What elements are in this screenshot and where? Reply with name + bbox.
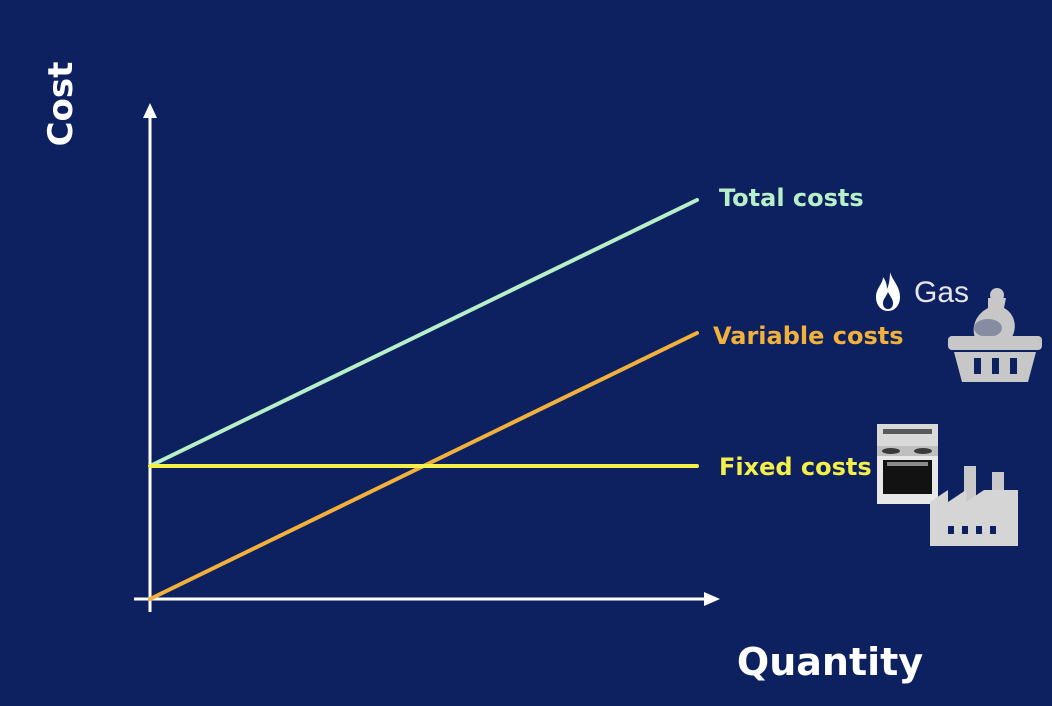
factory-icon — [930, 466, 1018, 546]
flame-icon — [876, 272, 900, 311]
y-axis-title: Cost — [41, 62, 81, 147]
total-costs-line — [148, 198, 699, 468]
stove-icon — [877, 424, 938, 504]
gas-icon-group: Gas — [876, 272, 969, 311]
fixed-costs-label: Fixed costs — [719, 453, 872, 481]
series-labels: Total costs Variable costs Fixed costs — [713, 184, 904, 481]
axes — [134, 103, 720, 612]
flame-inner-icon — [883, 292, 893, 309]
series-layer — [148, 198, 699, 601]
x-axis-arrow — [704, 592, 720, 606]
x-axis-title: Quantity — [737, 640, 923, 684]
y-axis-arrow — [143, 103, 157, 118]
shopping-basket-icon — [948, 288, 1042, 382]
gas-label: Gas — [914, 276, 969, 309]
total-costs-label: Total costs — [719, 184, 864, 212]
variable-costs-label: Variable costs — [713, 322, 904, 350]
